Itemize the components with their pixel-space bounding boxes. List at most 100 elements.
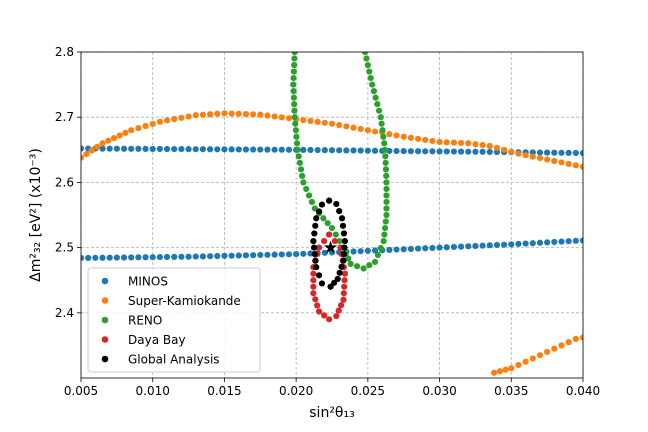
data-point-minos	[300, 146, 307, 153]
data-point-minos	[120, 254, 128, 261]
legend-marker-super-kamiokande	[101, 297, 109, 304]
legend-label-super-kamiokande: Super-Kamiokande	[128, 294, 241, 308]
data-point-minos	[551, 149, 558, 156]
data-point-minos	[357, 147, 364, 154]
data-point-global-analysis	[340, 251, 348, 258]
data-point-minos	[300, 250, 307, 257]
data-point-daya-bay	[312, 296, 319, 303]
data-point-minos	[278, 146, 285, 153]
data-point-minos	[343, 147, 350, 154]
x-tick-label: 0.030	[422, 384, 456, 398]
data-point-super-kamiokande	[336, 121, 343, 129]
data-point-super-kamiokande	[579, 163, 583, 170]
data-point-minos	[250, 252, 257, 259]
data-point-daya-bay	[310, 290, 317, 297]
data-point-daya-bay	[321, 312, 328, 319]
data-point-super-kamiokande	[486, 142, 493, 149]
data-point-minos	[572, 149, 579, 157]
data-point-minos	[436, 148, 443, 155]
data-point-minos	[135, 145, 142, 152]
data-point-super-kamiokande	[235, 110, 242, 117]
data-point-global-analysis	[333, 200, 340, 208]
data-point-reno	[360, 265, 367, 272]
data-point-minos	[572, 237, 579, 244]
data-point-reno	[382, 159, 389, 166]
legend-marker-reno	[101, 316, 109, 324]
data-point-super-kamiokande	[472, 141, 479, 148]
x-tick-label: 0.025	[351, 384, 385, 398]
data-point-minos	[228, 146, 235, 153]
data-point-minos	[465, 243, 472, 250]
data-point-super-kamiokande	[285, 115, 293, 122]
x-axis-label: sin²θ₁₃	[309, 405, 354, 421]
data-point-super-kamiokande	[493, 144, 501, 151]
data-point-reno	[300, 179, 307, 186]
data-point-super-kamiokande	[529, 153, 536, 160]
data-point-minos	[257, 251, 264, 259]
data-point-reno	[291, 61, 298, 69]
data-point-minos	[565, 238, 572, 245]
data-point-reno	[290, 88, 297, 95]
data-point-global-analysis	[341, 244, 348, 251]
data-point-minos	[250, 146, 257, 153]
data-point-reno	[290, 81, 297, 88]
data-point-minos	[142, 254, 149, 261]
series-reno	[290, 52, 390, 272]
data-point-reno	[291, 114, 298, 121]
data-point-reno	[295, 153, 302, 160]
data-point-minos	[293, 251, 300, 258]
data-point-super-kamiokande	[450, 139, 458, 146]
data-point-daya-bay	[331, 237, 338, 245]
data-point-reno	[382, 218, 389, 225]
data-point-reno	[383, 179, 390, 186]
data-point-super-kamiokande	[422, 136, 429, 143]
data-point-minos	[407, 245, 414, 253]
x-tick-label: 0.035	[494, 384, 528, 398]
data-point-reno	[293, 133, 300, 140]
data-point-reno	[292, 127, 299, 134]
data-point-minos	[135, 254, 142, 261]
data-point-super-kamiokande	[522, 152, 529, 159]
data-point-super-kamiokande	[163, 117, 171, 124]
legend-label-reno: RENO	[128, 314, 162, 328]
data-point-minos	[465, 148, 472, 155]
data-point-minos	[321, 249, 328, 256]
data-point-super-kamiokande	[357, 125, 364, 133]
x-tick-label: 0.020	[279, 384, 313, 398]
data-point-minos	[407, 148, 414, 155]
data-point-reno	[377, 114, 384, 121]
data-point-super-kamiokande	[515, 361, 522, 369]
legend: MINOS Super-Kamiokande RENO Daya Bay Global …	[87, 267, 261, 373]
data-point-reno	[383, 205, 390, 212]
data-point-minos	[515, 240, 522, 248]
data-point-reno	[383, 211, 390, 219]
data-point-reno	[332, 231, 339, 238]
data-point-minos	[579, 149, 583, 157]
data-point-super-kamiokande	[386, 131, 393, 138]
data-point-super-kamiokande	[436, 138, 443, 146]
data-point-global-analysis	[318, 201, 326, 208]
data-point-super-kamiokande	[414, 135, 422, 142]
data-point-super-kamiokande	[214, 110, 221, 117]
data-point-reno	[383, 192, 390, 199]
data-point-reno	[291, 52, 298, 56]
data-point-minos	[400, 148, 407, 155]
data-point-minos	[285, 251, 293, 258]
data-point-minos	[443, 148, 450, 155]
data-point-reno	[305, 192, 313, 199]
data-point-minos	[106, 254, 113, 261]
data-point-minos	[199, 253, 207, 260]
data-point-super-kamiokande	[565, 339, 572, 346]
data-point-minos	[163, 253, 171, 261]
data-point-minos	[544, 239, 551, 246]
data-point-super-kamiokande	[529, 355, 536, 362]
data-point-minos	[235, 146, 242, 153]
legend-box	[87, 267, 261, 373]
y-tick-label: 2.4	[55, 306, 74, 320]
data-point-global-analysis	[334, 275, 341, 282]
data-point-global-analysis	[312, 222, 319, 229]
data-point-super-kamiokande	[178, 114, 185, 121]
data-point-reno	[290, 68, 297, 75]
data-point-minos	[221, 146, 228, 153]
series-global-analysis	[310, 197, 349, 290]
